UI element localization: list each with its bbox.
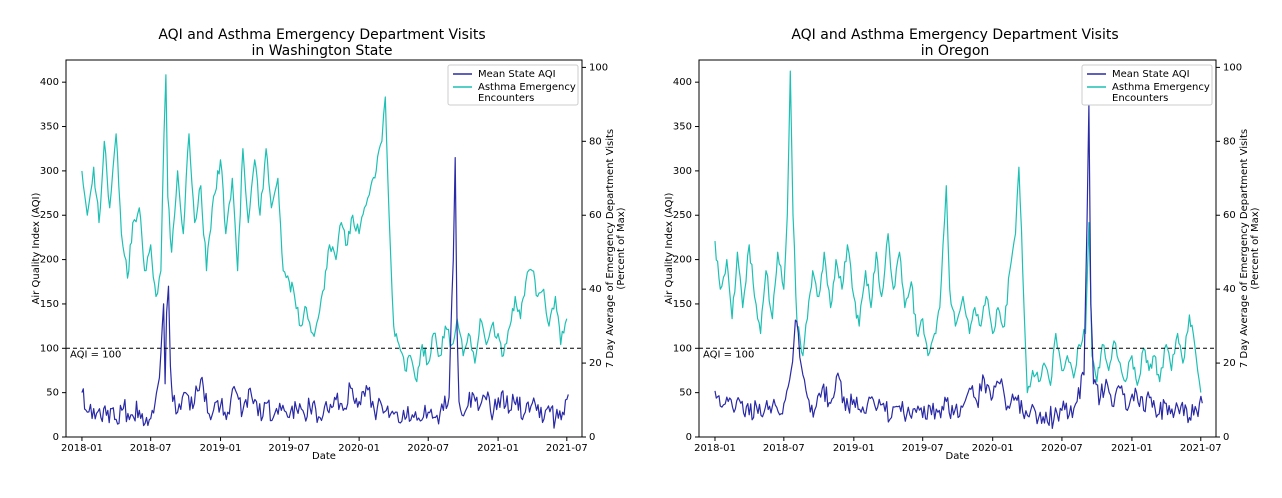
plot-frame [65,59,583,438]
y2-tick-label: 100 [1223,62,1242,73]
x-tick-label: 2021-01 [477,443,519,454]
y2-tick-label: 20 [1223,358,1236,369]
x-tick-label: 2020-01 [338,443,380,454]
x-tick-label: 2019-01 [833,443,875,454]
y-tick-label: 100 [673,343,692,354]
y2-tick-label: 80 [1223,136,1236,147]
legend-label: Encounters [1112,93,1168,104]
y-tick-label: 300 [673,166,692,177]
y-tick-label: 50 [679,388,692,399]
y-tick-label: 150 [673,299,692,310]
x-tick-label: 2019-01 [200,443,242,454]
y-tick-label: 0 [53,432,59,443]
y-tick-label: 350 [673,122,692,133]
y2-axis-label-sub: (Percent of Max) [616,207,627,289]
y-axis-label: Air Quality Index (AQI) [31,192,42,304]
y2-tick-label: 20 [589,358,602,369]
y2-axis-label-sub: (Percent of Max) [1250,207,1261,289]
y2-tick-label: 40 [1223,284,1236,295]
legend-box [1081,64,1213,106]
y2-tick-label: 60 [1223,210,1236,221]
plot-area [714,70,1203,429]
legend-label: Encounters [478,93,534,104]
y-tick-label: 0 [686,432,692,443]
y-axis-label: Air Quality Index (AQI) [664,192,675,304]
y2-tick-label: 80 [589,136,602,147]
chart-subtitle: in Oregon [921,43,990,59]
series-line-asthma-encounters [714,70,1202,394]
series-line-asthma-encounters [81,74,568,383]
chart-panel-2: AQI and Asthma Emergency Department Visi… [664,27,1261,462]
y-tick-label: 400 [40,77,59,88]
y-tick-label: 400 [673,77,692,88]
chart-subtitle: in Washington State [252,43,393,59]
x-axis-label: Date [946,451,970,462]
series-line-mean-state-aqi [81,157,569,429]
x-tick-label: 2020-07 [407,443,449,454]
plot-area [81,74,569,429]
y2-axis-label: 7 Day Average of Emergency Department Vi… [1239,129,1250,368]
legend-box [447,64,579,106]
y2-tick-label: 40 [589,284,602,295]
reference-line-label: AQI = 100 [703,349,754,360]
chart-title: AQI and Asthma Emergency Department Visi… [791,27,1118,43]
y-tick-label: 250 [673,210,692,221]
y-tick-label: 300 [40,166,59,177]
y2-tick-label: 0 [589,432,595,443]
x-tick-label: 2018-07 [130,443,172,454]
y-tick-label: 200 [40,255,59,266]
y2-tick-label: 0 [1223,432,1229,443]
y-tick-label: 250 [40,210,59,221]
x-tick-label: 2019-07 [268,443,310,454]
y2-axis-label: 7 Day Average of Emergency Department Vi… [605,129,616,368]
x-tick-label: 2018-07 [763,443,805,454]
y-tick-label: 50 [46,388,59,399]
y-tick-label: 100 [40,343,59,354]
x-tick-label: 2018-01 [694,443,736,454]
plot-frame [698,59,1217,438]
x-tick-label: 2020-01 [972,443,1014,454]
y2-tick-label: 100 [589,62,608,73]
series-line-mean-state-aqi [714,103,1203,429]
x-tick-label: 2021-01 [1111,443,1153,454]
y-tick-label: 150 [40,299,59,310]
legend-label: Mean State AQI [478,69,556,80]
x-axis-label: Date [312,451,336,462]
legend-label: Asthma Emergency [1112,82,1210,93]
chart-panel-1: AQI and Asthma Emergency Department Visi… [31,27,627,462]
y-tick-label: 200 [673,255,692,266]
y-tick-label: 350 [40,122,59,133]
legend-label: Asthma Emergency [478,82,576,93]
x-tick-label: 2020-07 [1041,443,1083,454]
x-tick-label: 2021-07 [546,443,588,454]
x-tick-label: 2018-01 [61,443,103,454]
legend-label: Mean State AQI [1112,69,1190,80]
y2-tick-label: 60 [589,210,602,221]
x-tick-label: 2021-07 [1180,443,1222,454]
reference-line-label: AQI = 100 [70,349,121,360]
chart-title: AQI and Asthma Emergency Department Visi… [158,27,485,43]
x-tick-label: 2019-07 [902,443,944,454]
